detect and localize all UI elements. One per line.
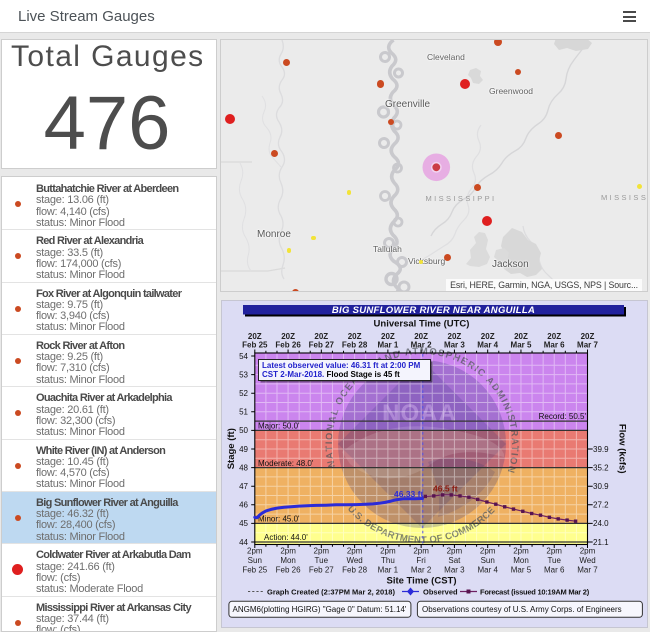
svg-text:2pm: 2pm bbox=[413, 547, 429, 556]
svg-text:Feb 27: Feb 27 bbox=[309, 566, 334, 575]
svg-text:35.2: 35.2 bbox=[593, 463, 609, 472]
svg-text:20Z: 20Z bbox=[248, 332, 262, 341]
svg-text:Mar 6: Mar 6 bbox=[544, 566, 565, 575]
svg-text:Mar 2: Mar 2 bbox=[411, 566, 432, 575]
svg-text:Thu: Thu bbox=[381, 556, 395, 565]
svg-text:20Z: 20Z bbox=[581, 332, 595, 341]
svg-text:20Z: 20Z bbox=[448, 332, 462, 341]
svg-text:20Z: 20Z bbox=[381, 332, 395, 341]
svg-text:NOAA: NOAA bbox=[382, 400, 457, 427]
svg-text:Wed: Wed bbox=[346, 556, 362, 565]
svg-text:20Z: 20Z bbox=[514, 332, 528, 341]
svg-text:54: 54 bbox=[239, 352, 248, 361]
svg-text:20Z: 20Z bbox=[481, 332, 495, 341]
svg-text:Mon: Mon bbox=[280, 556, 296, 565]
svg-text:Minor: 45.0': Minor: 45.0' bbox=[258, 515, 300, 524]
svg-text:Observed: Observed bbox=[423, 588, 458, 597]
svg-text:51: 51 bbox=[239, 408, 248, 417]
svg-text:46.5 ft: 46.5 ft bbox=[433, 483, 458, 493]
svg-text:Major: 50.0': Major: 50.0' bbox=[258, 422, 300, 431]
svg-text:Universal Time (UTC): Universal Time (UTC) bbox=[374, 319, 470, 330]
svg-text:Mar 3: Mar 3 bbox=[444, 566, 465, 575]
svg-text:CST 2-Mar-2018. Flood Stage i: CST 2-Mar-2018. Flood Stage is 45 ft bbox=[262, 370, 400, 379]
svg-text:2pm: 2pm bbox=[480, 547, 496, 556]
svg-text:46.33 ft: 46.33 ft bbox=[394, 489, 423, 499]
svg-text:Mar 2: Mar 2 bbox=[411, 341, 432, 350]
svg-text:24.0: 24.0 bbox=[593, 519, 609, 528]
svg-text:20Z: 20Z bbox=[547, 332, 561, 341]
svg-text:45: 45 bbox=[239, 519, 248, 528]
svg-text:Feb 25: Feb 25 bbox=[242, 566, 267, 575]
svg-text:39.9: 39.9 bbox=[593, 445, 609, 454]
svg-text:50: 50 bbox=[239, 426, 248, 435]
svg-text:Record: 50.5': Record: 50.5' bbox=[539, 412, 587, 421]
svg-text:2pm: 2pm bbox=[347, 547, 363, 556]
svg-text:21.1: 21.1 bbox=[593, 538, 609, 547]
svg-text:Feb 25: Feb 25 bbox=[242, 341, 268, 350]
svg-text:Mar 5: Mar 5 bbox=[511, 341, 532, 350]
svg-text:Mar 5: Mar 5 bbox=[511, 566, 532, 575]
svg-text:Feb 26: Feb 26 bbox=[276, 566, 301, 575]
svg-text:46: 46 bbox=[239, 501, 248, 510]
svg-text:27.2: 27.2 bbox=[593, 501, 609, 510]
svg-text:ANGM6(plotting HGIRG) "Gage 0": ANGM6(plotting HGIRG) "Gage 0" Datum: 51… bbox=[233, 605, 407, 614]
svg-text:Feb 28: Feb 28 bbox=[342, 341, 368, 350]
svg-text:52: 52 bbox=[239, 389, 248, 398]
svg-text:Fri: Fri bbox=[416, 556, 426, 565]
svg-text:Feb 27: Feb 27 bbox=[309, 341, 335, 350]
svg-text:Mar 4: Mar 4 bbox=[477, 566, 498, 575]
svg-text:2pm: 2pm bbox=[280, 547, 296, 556]
svg-text:Mar 7: Mar 7 bbox=[577, 566, 598, 575]
svg-text:20Z: 20Z bbox=[414, 332, 428, 341]
svg-text:Tue: Tue bbox=[315, 556, 329, 565]
svg-text:Flow (kcfs): Flow (kcfs) bbox=[617, 424, 628, 474]
svg-text:Feb 26: Feb 26 bbox=[275, 341, 301, 350]
svg-text:Observations courtesy of U.S.: Observations courtesy of U.S. Army Corps… bbox=[422, 605, 622, 614]
svg-text:47: 47 bbox=[239, 482, 248, 491]
svg-text:Mar 1: Mar 1 bbox=[378, 566, 399, 575]
svg-text:2pm: 2pm bbox=[580, 547, 596, 556]
svg-text:Site Time (CST): Site Time (CST) bbox=[386, 576, 456, 587]
svg-text:2pm: 2pm bbox=[314, 547, 330, 556]
svg-text:Action: 44.0': Action: 44.0' bbox=[264, 533, 308, 542]
svg-text:Mar 6: Mar 6 bbox=[544, 341, 565, 350]
svg-text:2pm: 2pm bbox=[513, 547, 529, 556]
svg-text:Stage (ft): Stage (ft) bbox=[226, 428, 237, 469]
svg-text:Mar 4: Mar 4 bbox=[477, 341, 498, 350]
svg-text:Tue: Tue bbox=[547, 556, 561, 565]
svg-text:2pm: 2pm bbox=[546, 547, 562, 556]
svg-text:2pm: 2pm bbox=[247, 547, 263, 556]
svg-text:Sat: Sat bbox=[448, 556, 461, 565]
svg-text:48: 48 bbox=[239, 463, 248, 472]
svg-text:Sun: Sun bbox=[481, 556, 495, 565]
svg-text:Graph Created (2:37PM Mar 2, 2: Graph Created (2:37PM Mar 2, 2018) bbox=[267, 588, 395, 597]
svg-text:53: 53 bbox=[239, 370, 248, 379]
svg-text:Mon: Mon bbox=[513, 556, 529, 565]
svg-text:Mar 3: Mar 3 bbox=[444, 341, 465, 350]
svg-text:Mar 7: Mar 7 bbox=[577, 341, 598, 350]
svg-text:20Z: 20Z bbox=[348, 332, 362, 341]
svg-text:Forecast (issued 10:19AM Mar 2: Forecast (issued 10:19AM Mar 2) bbox=[480, 588, 590, 597]
svg-text:30.9: 30.9 bbox=[593, 482, 609, 491]
svg-text:Feb 28: Feb 28 bbox=[342, 566, 367, 575]
svg-text:BIG SUNFLOWER RIVER NEAR ANGUI: BIG SUNFLOWER RIVER NEAR ANGUILLA bbox=[332, 305, 535, 316]
svg-text:Moderate: 48.0': Moderate: 48.0' bbox=[258, 459, 314, 468]
svg-text:20Z: 20Z bbox=[314, 332, 328, 341]
svg-text:20Z: 20Z bbox=[281, 332, 295, 341]
svg-text:Wed: Wed bbox=[579, 556, 595, 565]
svg-text:Sun: Sun bbox=[248, 556, 262, 565]
svg-text:2pm: 2pm bbox=[380, 547, 396, 556]
svg-text:44: 44 bbox=[239, 538, 248, 547]
svg-text:Mar 1: Mar 1 bbox=[377, 341, 398, 350]
svg-text:2pm: 2pm bbox=[447, 547, 463, 556]
svg-text:49: 49 bbox=[239, 445, 248, 454]
svg-text:Latest observed value: 46.31: Latest observed value: 46.31 ft at 2:00 … bbox=[262, 361, 421, 370]
